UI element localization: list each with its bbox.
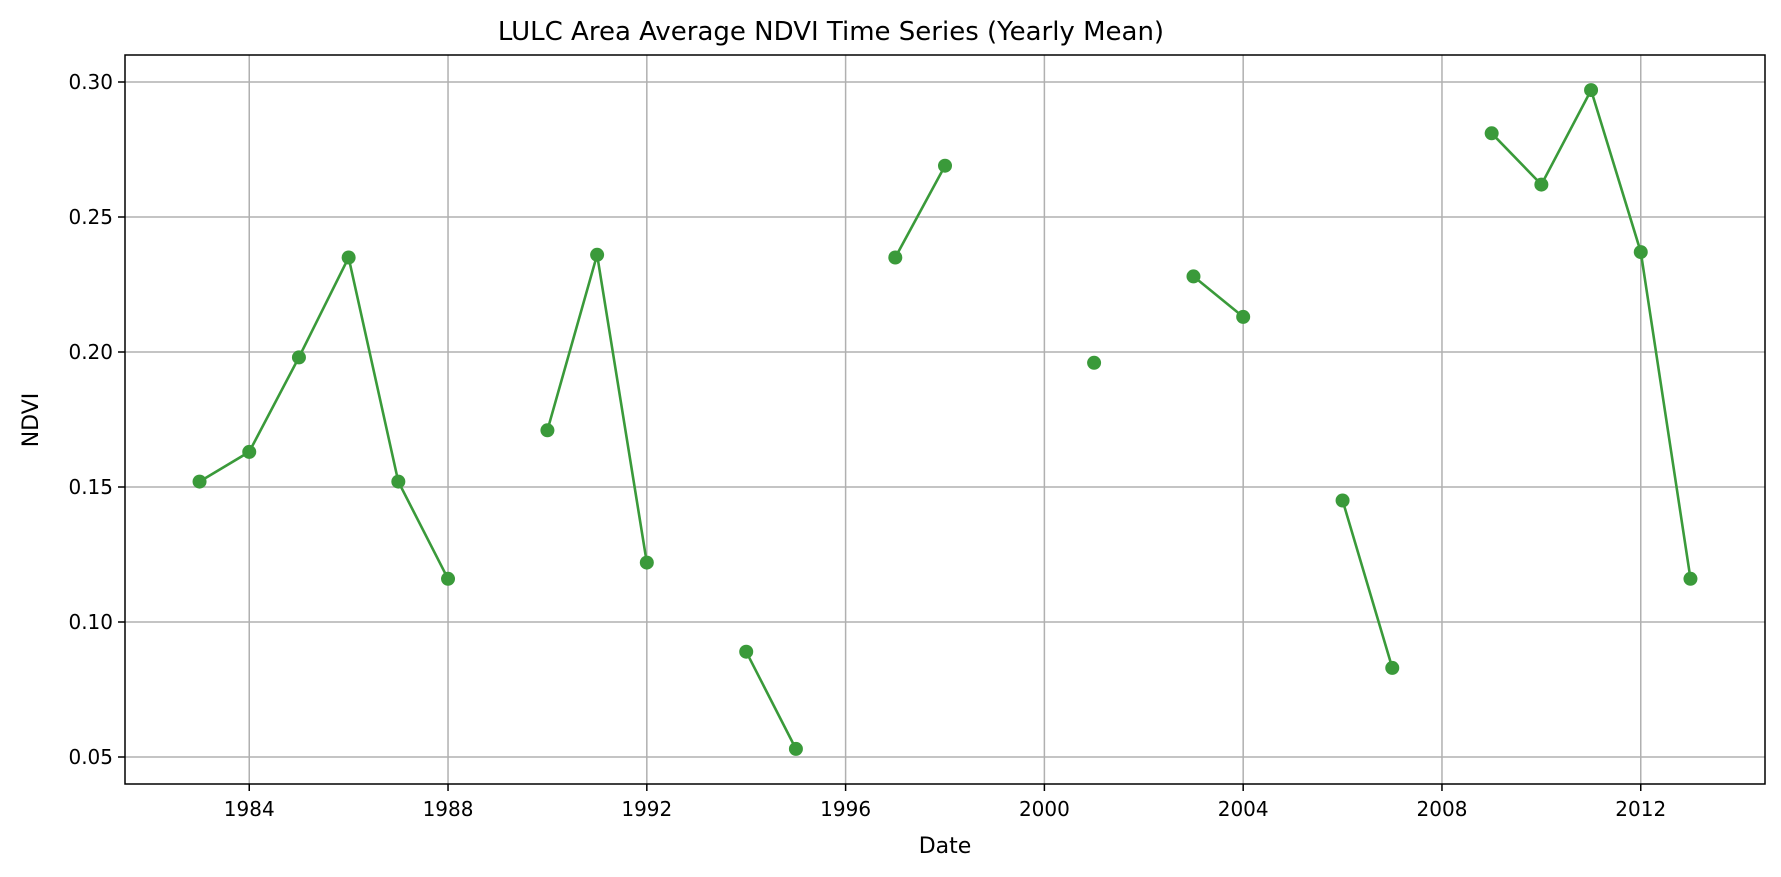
data-point	[639, 555, 654, 570]
series-line-segment	[1490, 86, 1692, 579]
x-axis-label: Date	[919, 834, 972, 859]
data-point	[590, 247, 605, 262]
y-axis: 0.05 0.10 0.15 0.20 0.25 0.30	[68, 70, 125, 769]
data-point	[441, 571, 456, 586]
x-tick-label: 1988	[423, 797, 474, 821]
y-axis-label: NDVI	[19, 393, 44, 448]
y-tick-label: 0.10	[68, 610, 113, 634]
x-tick-label: 2004	[1218, 797, 1269, 821]
plot-frame	[124, 54, 1766, 785]
data-point	[1484, 126, 1499, 141]
y-tick-label: 0.25	[68, 205, 113, 229]
y-tick-label: 0.30	[68, 70, 113, 94]
data-point	[540, 423, 555, 438]
y-tick-label: 0.05	[68, 745, 113, 769]
series-line-segment	[546, 254, 649, 563]
data-point	[1633, 245, 1648, 260]
x-tick-label: 2000	[1019, 797, 1070, 821]
data-point	[1236, 309, 1251, 324]
data-point	[739, 644, 754, 659]
y-tick-label: 0.20	[68, 340, 113, 364]
series-line-segment	[745, 651, 798, 750]
x-tick-label: 1996	[820, 797, 871, 821]
data-point	[888, 250, 903, 265]
data-point	[788, 741, 803, 756]
x-tick-label: 1984	[224, 797, 275, 821]
data-point	[192, 474, 207, 489]
series-group	[192, 83, 1698, 756]
data-point	[1335, 493, 1350, 508]
data-point	[291, 350, 306, 365]
x-tick-label: 1992	[621, 797, 672, 821]
series-line-segment	[1192, 275, 1245, 318]
x-axis: 1984 1988 1992 1996 2000 2004 2008 2012	[224, 784, 1666, 821]
data-point	[1683, 571, 1698, 586]
chart-title: LULC Area Average NDVI Time Series (Year…	[498, 17, 1164, 47]
data-point	[391, 474, 406, 489]
data-point	[1385, 660, 1400, 675]
data-point	[1584, 83, 1599, 98]
data-point	[1087, 355, 1102, 370]
data-point	[938, 158, 952, 173]
series-line-segment	[1341, 500, 1394, 669]
series-line-segment	[894, 165, 947, 259]
data-point	[341, 250, 356, 265]
data-point	[242, 444, 257, 459]
series-line-segment	[198, 253, 450, 580]
x-tick-label: 2012	[1615, 797, 1666, 821]
data-point	[1534, 177, 1549, 192]
data-point	[1186, 269, 1201, 284]
x-tick-label: 2008	[1417, 797, 1468, 821]
y-tick-label: 0.15	[68, 475, 113, 499]
